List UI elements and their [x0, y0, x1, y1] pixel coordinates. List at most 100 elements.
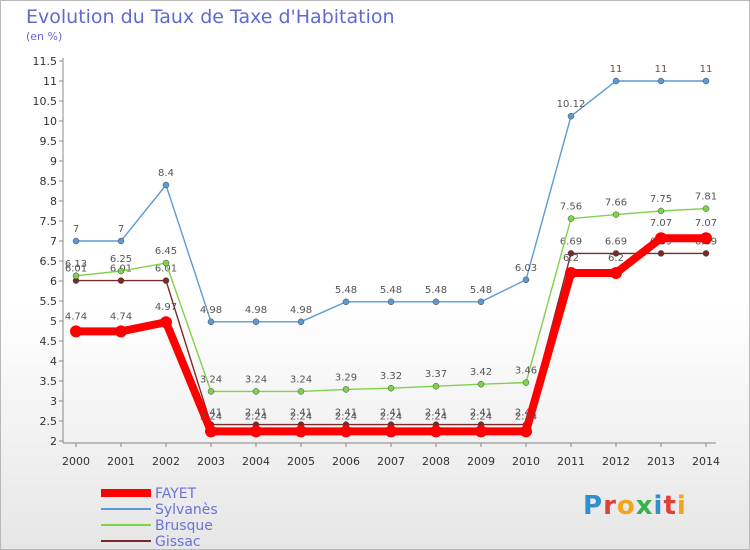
data-label: 3.37 [425, 369, 447, 380]
data-point [432, 298, 440, 306]
y-tick-label: 11.5 [33, 55, 58, 68]
data-point [207, 318, 215, 326]
data-point [477, 298, 485, 306]
data-point [342, 386, 350, 393]
data-label: 2.24 [515, 411, 537, 422]
data-label: 4.74 [110, 311, 132, 322]
data-label: 2.24 [335, 411, 357, 422]
data-label: 7.81 [695, 192, 717, 203]
data-label: 2.24 [470, 411, 492, 422]
y-tick-label: 5.5 [40, 295, 58, 308]
data-label: 4.98 [200, 305, 222, 316]
y-tick-label: 2.5 [40, 415, 58, 428]
y-tick-label: 7.5 [40, 215, 58, 228]
data-label: 8.4 [158, 168, 174, 179]
data-label: 6.2 [608, 253, 624, 264]
data-label: 7 [73, 224, 79, 235]
legend-label: FAYET [155, 486, 197, 502]
data-point [342, 298, 350, 306]
data-label: 2.24 [245, 411, 267, 422]
data-label: 6.03 [515, 263, 537, 274]
data-point [612, 250, 620, 257]
data-label: 7.66 [605, 198, 627, 209]
y-tick-label: 3 [50, 395, 57, 408]
data-point [162, 259, 170, 267]
data-point [522, 276, 530, 284]
y-tick-label: 8.5 [40, 175, 58, 188]
x-tick-label: 2002 [152, 455, 180, 468]
x-tick-label: 2007 [377, 455, 405, 468]
y-tick-label: 9.5 [40, 135, 58, 148]
data-point [567, 112, 575, 120]
data-point [567, 215, 575, 222]
data-point [250, 425, 262, 438]
data-point [610, 267, 622, 279]
data-label: 2.41 [425, 408, 447, 419]
data-label: 3.46 [515, 366, 537, 377]
data-point [295, 425, 307, 438]
data-point [160, 316, 172, 329]
data-label: 7.07 [695, 218, 717, 229]
data-point [477, 380, 485, 388]
y-tick-label: 6.5 [40, 255, 58, 268]
data-label: 7.75 [650, 194, 672, 205]
x-tick-label: 2008 [422, 455, 450, 468]
data-label: 11 [700, 64, 713, 75]
y-tick-label: 10 [43, 115, 57, 128]
data-point [655, 232, 667, 245]
data-point [430, 425, 442, 438]
legend-label: Brusque [155, 518, 213, 534]
data-point [657, 250, 665, 257]
data-point [700, 232, 712, 245]
chart-subtitle: (en %) [26, 30, 63, 43]
chart-title: Evolution du Taux de Taxe d'Habitation [26, 6, 395, 28]
data-point [657, 207, 665, 215]
data-point [205, 425, 217, 438]
data-point [657, 77, 665, 85]
data-label: 11 [610, 64, 623, 75]
x-tick-label: 2004 [242, 455, 270, 468]
data-point [207, 388, 215, 395]
data-point [565, 267, 577, 279]
data-label: 6.45 [155, 246, 177, 257]
data-label: 11 [655, 64, 668, 75]
legend-label: Sylvanès [155, 502, 218, 518]
data-label: 3.24 [200, 374, 222, 385]
data-point [162, 181, 170, 189]
data-label: 6.13 [65, 259, 87, 270]
y-tick-label: 10.5 [33, 95, 58, 108]
data-point [115, 325, 127, 338]
y-tick-label: 4.5 [40, 335, 58, 348]
y-tick-label: 6 [50, 275, 57, 288]
x-tick-label: 2014 [692, 455, 720, 468]
data-point [702, 205, 710, 212]
x-tick-label: 2010 [512, 455, 540, 468]
data-label: 7.56 [560, 202, 582, 213]
data-label: 4.98 [290, 305, 312, 316]
data-point [612, 77, 620, 85]
data-point [612, 211, 620, 218]
data-point [385, 425, 397, 438]
data-point [70, 325, 82, 338]
data-point [387, 384, 395, 392]
data-label: 2.41 [515, 408, 537, 419]
data-label: 6.01 [155, 264, 177, 275]
x-tick-label: 2005 [287, 455, 315, 468]
data-point [567, 250, 575, 257]
data-label: 6.2 [563, 253, 579, 264]
data-point [117, 277, 125, 284]
x-tick-label: 2013 [647, 455, 675, 468]
data-label: 3.29 [335, 372, 357, 383]
data-point [340, 425, 352, 438]
data-label: 3.32 [380, 371, 402, 382]
data-label: 2.41 [290, 408, 312, 419]
data-label: 5.48 [380, 285, 402, 296]
data-label: 4.74 [65, 311, 87, 322]
y-tick-label: 5 [50, 315, 57, 328]
proxiti-logo: Proxiti [583, 491, 687, 521]
data-label: 2.41 [200, 408, 222, 419]
data-point [432, 382, 440, 390]
data-label: 3.42 [470, 367, 492, 378]
